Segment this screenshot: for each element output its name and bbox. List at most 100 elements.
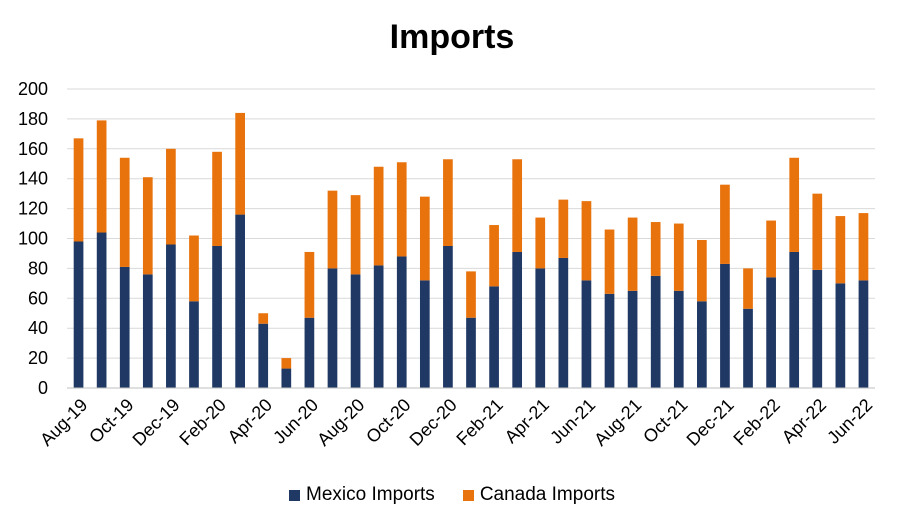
x-tick-label: Apr-22: [778, 395, 830, 447]
bar-canada-may-21: [558, 199, 569, 258]
bar-mexico-dec-21: [720, 263, 730, 388]
y-tick-label: 0: [38, 378, 48, 398]
bar-canada-jan-21: [466, 271, 476, 318]
bar-canada-jul-21: [604, 229, 615, 294]
bar-canada-jun-20: [304, 251, 315, 318]
bar-mexico-jun-22: [858, 280, 869, 388]
bar-mexico-apr-20: [258, 323, 269, 388]
bar-mexico-feb-20: [212, 245, 222, 388]
x-tick-label: Oct-19: [85, 395, 137, 447]
bar-mexico-sep-21: [650, 275, 661, 388]
x-tick-label: Jun-20: [269, 395, 322, 448]
bar-canada-oct-19: [119, 157, 130, 267]
y-tick-label: 60: [28, 288, 48, 308]
legend-label-mexico: Mexico Imports: [306, 484, 435, 505]
bar-canada-nov-20: [419, 196, 430, 281]
x-tick-label: Dec-19: [129, 395, 184, 450]
y-tick-label: 80: [28, 258, 48, 278]
bar-canada-nov-21: [697, 239, 707, 302]
y-tick-label: 180: [18, 109, 48, 129]
bar-mexico-feb-21: [489, 286, 499, 388]
bar-mexico-aug-19: [73, 241, 84, 388]
x-tick-label: Dec-20: [406, 395, 461, 450]
y-tick-label: 120: [18, 199, 48, 219]
bar-mexico-jul-21: [604, 293, 615, 388]
bars: [73, 112, 869, 388]
bar-canada-feb-22: [766, 220, 776, 278]
x-tick-label: Feb-20: [175, 395, 229, 449]
y-tick-label: 160: [18, 139, 48, 159]
bar-canada-sep-19: [96, 120, 107, 233]
legend: Mexico Imports Canada Imports: [0, 484, 904, 506]
x-tick-label: Apr-20: [224, 395, 276, 447]
x-tick-label: Jun-21: [546, 395, 599, 448]
stacked-bar-chart: 0 20 40 60 80 100 120 140 160 180 200 Aug-19Oct-19…: [18, 79, 876, 450]
bar-mexico-oct-20: [396, 256, 407, 388]
x-tick-label: Aug-21: [590, 395, 645, 450]
bar-canada-nov-19: [142, 177, 153, 275]
legend-label-canada: Canada Imports: [479, 484, 615, 505]
bar-canada-dec-20: [443, 159, 453, 246]
x-tick-label: Feb-22: [729, 395, 783, 449]
bar-mexico-jul-20: [327, 268, 338, 388]
y-tick-label: 200: [18, 79, 48, 99]
bar-mexico-feb-22: [766, 277, 776, 388]
bar-canada-jan-20: [189, 235, 199, 302]
x-tick-label: Feb-21: [452, 395, 506, 449]
bar-canada-jul-20: [327, 190, 338, 269]
legend-item-canada: Canada Imports: [462, 484, 615, 506]
x-tick-label: Aug-19: [36, 395, 91, 450]
bar-canada-dec-19: [166, 148, 176, 245]
bar-mexico-mar-20: [235, 214, 245, 388]
bar-canada-mar-21: [512, 159, 523, 252]
legend-swatch-mexico: [289, 489, 300, 501]
bar-mexico-dec-20: [443, 245, 453, 388]
y-tick-label: 40: [28, 318, 48, 338]
bar-mexico-apr-21: [535, 268, 546, 388]
bar-mexico-jan-22: [743, 308, 753, 388]
bar-canada-aug-20: [350, 195, 361, 275]
bar-canada-oct-20: [396, 162, 407, 257]
x-tick-label: Apr-21: [501, 395, 553, 447]
bar-mexico-mar-21: [512, 251, 523, 388]
legend-swatch-canada: [462, 489, 474, 501]
bar-mexico-may-20: [281, 368, 292, 388]
bar-canada-feb-20: [212, 151, 222, 246]
bar-mexico-oct-19: [119, 266, 130, 388]
bar-canada-apr-20: [258, 313, 269, 324]
bar-canada-mar-22: [789, 157, 800, 252]
bar-canada-sep-20: [373, 166, 384, 266]
x-axis-tick-labels: Aug-19Oct-19Dec-19Feb-20Apr-20Jun-20Aug-…: [36, 395, 876, 450]
bar-mexico-nov-19: [142, 274, 153, 388]
bar-mexico-may-21: [558, 257, 569, 388]
bar-canada-jun-21: [581, 201, 592, 281]
y-tick-label: 100: [18, 229, 48, 249]
bar-mexico-apr-22: [812, 269, 823, 388]
bar-canada-mar-20: [235, 112, 245, 215]
x-tick-label: Oct-20: [362, 395, 414, 447]
bar-mexico-jun-21: [581, 280, 592, 388]
bar-canada-aug-19: [73, 138, 84, 242]
bar-mexico-sep-20: [373, 265, 384, 388]
bar-canada-may-20: [281, 358, 292, 369]
bar-mexico-jun-20: [304, 317, 315, 388]
bar-mexico-jan-21: [466, 317, 476, 388]
bar-mexico-nov-21: [697, 301, 707, 388]
y-tick-label: 140: [18, 169, 48, 189]
bar-mexico-dec-19: [166, 244, 176, 388]
bar-mexico-may-22: [835, 283, 846, 388]
x-tick-label: Aug-20: [313, 395, 368, 450]
bar-canada-jan-22: [743, 268, 753, 309]
bar-canada-jun-22: [858, 213, 869, 281]
x-tick-label: Dec-21: [683, 395, 738, 450]
bar-mexico-aug-20: [350, 274, 361, 388]
legend-item-mexico: Mexico Imports: [289, 484, 435, 506]
x-tick-label: Jun-22: [823, 395, 876, 448]
bar-mexico-nov-20: [419, 280, 430, 388]
bar-canada-dec-21: [720, 184, 730, 264]
chart-title: Imports: [389, 18, 515, 56]
bar-canada-feb-21: [489, 225, 499, 287]
x-tick-label: Oct-21: [639, 395, 691, 447]
bar-mexico-jan-20: [189, 301, 199, 388]
bar-mexico-aug-21: [627, 290, 638, 388]
